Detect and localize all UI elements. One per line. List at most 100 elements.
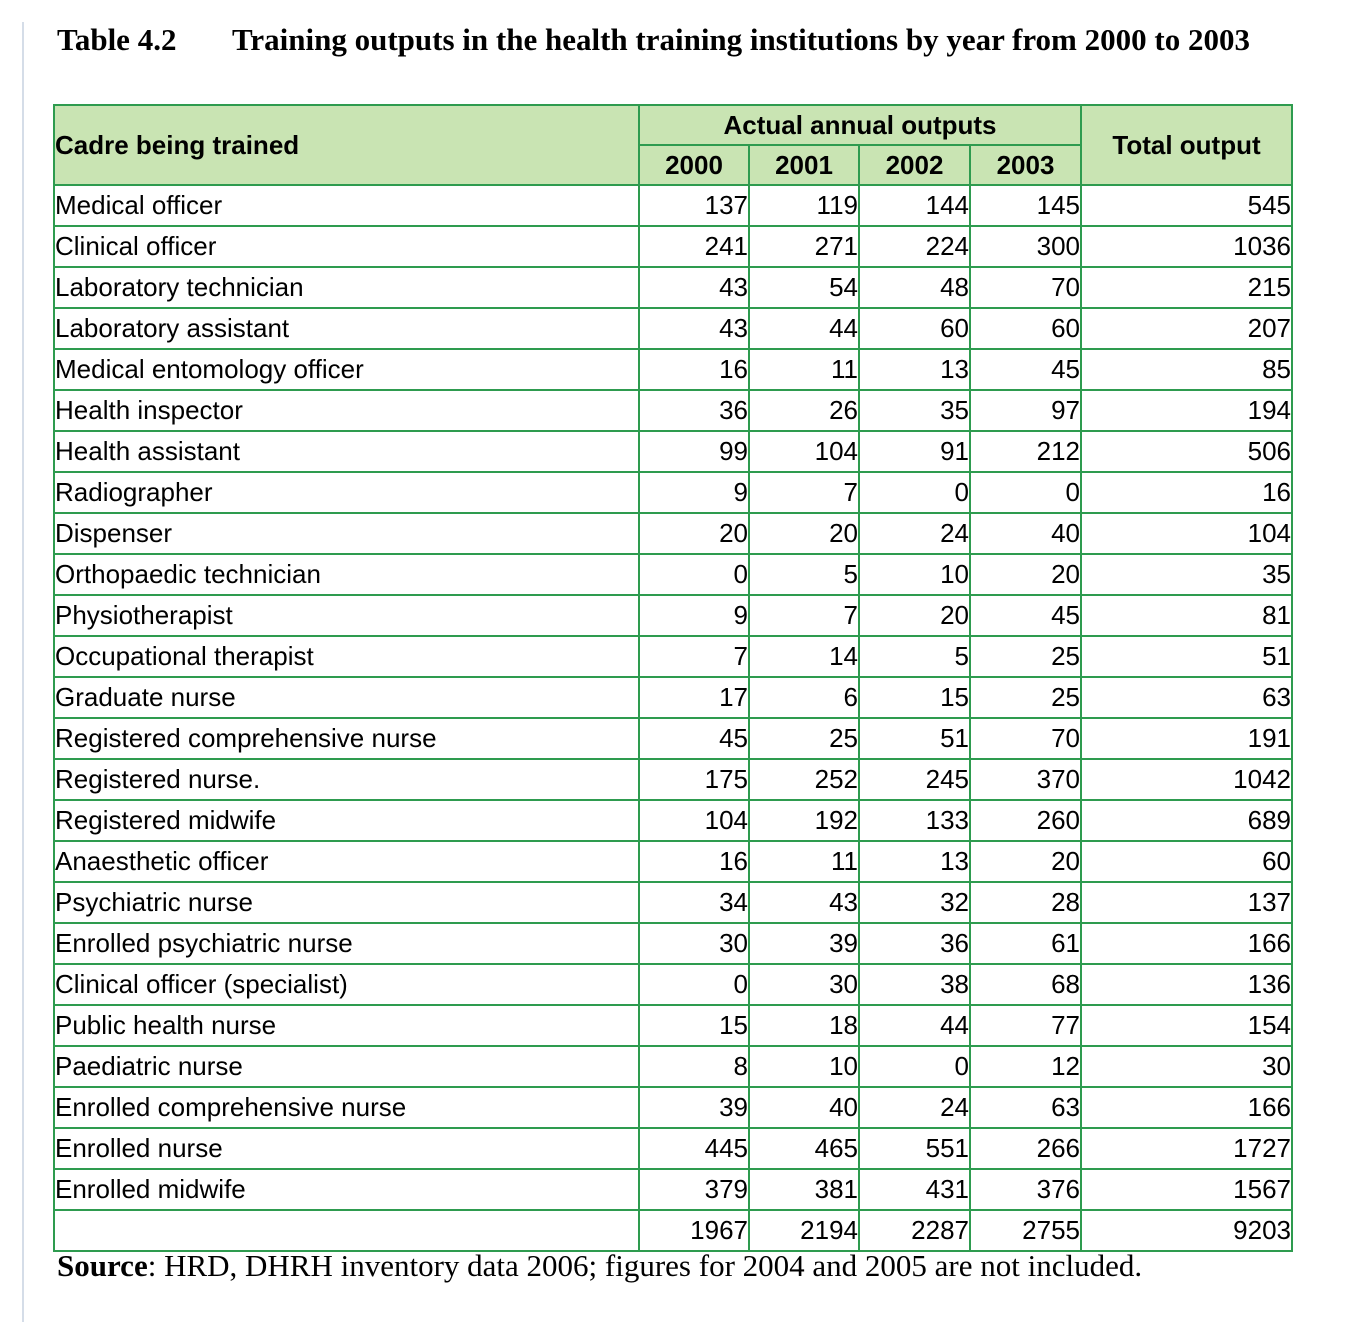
cadre-name-cell: Paediatric nurse	[53, 1045, 640, 1088]
total-output-cell: 1036	[1080, 225, 1293, 268]
output-2002-cell: 24	[858, 512, 971, 555]
output-2002-cell: 551	[858, 1127, 971, 1170]
output-2000-cell: 7	[638, 635, 750, 678]
output-2001-cell: 252	[748, 758, 860, 801]
output-2000-cell: 9	[638, 471, 750, 514]
output-2003-cell: 370	[969, 758, 1082, 801]
table-row: Enrolled nurse 445 465 551 266 1727	[53, 1127, 1293, 1170]
output-2002-cell: 48	[858, 266, 971, 309]
caption-title: Training outputs in the health training …	[232, 22, 1250, 57]
table-row: Public health nurse 15 18 44 77 154	[53, 1004, 1293, 1047]
output-2003-cell: 70	[969, 717, 1082, 760]
table-row: Anaesthetic officer 16 11 13 20 60	[53, 840, 1293, 883]
total-output-cell: 506	[1080, 430, 1293, 473]
output-2000-cell: 104	[638, 799, 750, 842]
total-output-cell: 137	[1080, 881, 1293, 924]
output-2001-cell: 7	[748, 471, 860, 514]
cadre-name-cell: Registered midwife	[53, 799, 640, 842]
year-header-2001: 2001	[748, 144, 860, 186]
output-2003-cell: 97	[969, 389, 1082, 432]
output-2001-cell: 43	[748, 881, 860, 924]
output-2002-cell: 91	[858, 430, 971, 473]
output-2003-cell: 70	[969, 266, 1082, 309]
output-2003-cell: 28	[969, 881, 1082, 924]
cadre-name-cell: Clinical officer	[53, 225, 640, 268]
table-row: Laboratory assistant 43 44 60 60 207	[53, 307, 1293, 350]
table-row: Health assistant 99 104 91 212 506	[53, 430, 1293, 473]
output-2001-cell: 26	[748, 389, 860, 432]
table-row: Enrolled psychiatric nurse 30 39 36 61 166	[53, 922, 1293, 965]
training-outputs-table: Cadre being trained Actual annual output…	[53, 104, 1293, 1252]
total-output-cell: 60	[1080, 840, 1293, 883]
cadre-name-cell	[53, 1209, 640, 1252]
cadre-name-cell: Enrolled midwife	[53, 1168, 640, 1211]
output-2001-cell: 20	[748, 512, 860, 555]
output-2002-cell: 245	[858, 758, 971, 801]
output-2000-cell: 379	[638, 1168, 750, 1211]
output-2001-cell: 119	[748, 184, 860, 227]
total-output-cell: 545	[1080, 184, 1293, 227]
output-2000-cell: 445	[638, 1127, 750, 1170]
total-output-cell: 35	[1080, 553, 1293, 596]
output-2000-cell: 43	[638, 266, 750, 309]
output-2001-cell: 104	[748, 430, 860, 473]
total-output-cell: 1727	[1080, 1127, 1293, 1170]
year-header-2002: 2002	[858, 144, 971, 186]
table-row: Graduate nurse 17 6 15 25 63	[53, 676, 1293, 719]
output-2003-cell: 20	[969, 553, 1082, 596]
total-output-cell: 1567	[1080, 1168, 1293, 1211]
total-output-cell: 85	[1080, 348, 1293, 391]
cadre-name-cell: Public health nurse	[53, 1004, 640, 1047]
output-2002-cell: 224	[858, 225, 971, 268]
output-2003-cell: 61	[969, 922, 1082, 965]
total-output-cell: 9203	[1080, 1209, 1293, 1252]
total-output-cell: 689	[1080, 799, 1293, 842]
table-caption: Table 4.2 Training outputs in the health …	[57, 22, 1354, 58]
cadre-name-cell: Health assistant	[53, 430, 640, 473]
output-2002-cell: 32	[858, 881, 971, 924]
cadre-name-cell: Laboratory technician	[53, 266, 640, 309]
output-2001-cell: 7	[748, 594, 860, 637]
total-output-cell: 207	[1080, 307, 1293, 350]
cadre-name-cell: Enrolled psychiatric nurse	[53, 922, 640, 965]
cadre-name-cell: Radiographer	[53, 471, 640, 514]
source-label: Source	[57, 1248, 148, 1283]
output-2000-cell: 0	[638, 963, 750, 1006]
table-body: Medical officer 137 119 144 145 545 Clinical o…	[53, 184, 1293, 1252]
cadre-name-cell: Clinical officer (specialist)	[53, 963, 640, 1006]
output-2002-cell: 144	[858, 184, 971, 227]
output-2001-cell: 25	[748, 717, 860, 760]
output-2002-cell: 133	[858, 799, 971, 842]
cadre-name-cell: Enrolled nurse	[53, 1127, 640, 1170]
output-2000-cell: 16	[638, 840, 750, 883]
annual-outputs-group-header: Actual annual outputs	[638, 104, 1082, 146]
table-row: Registered nurse. 175 252 245 370 1042	[53, 758, 1293, 801]
cadre-name-cell: Enrolled comprehensive nurse	[53, 1086, 640, 1129]
cadre-name-cell: Orthopaedic technician	[53, 553, 640, 596]
output-2003-cell: 25	[969, 635, 1082, 678]
output-2001-cell: 11	[748, 348, 860, 391]
output-2000-cell: 30	[638, 922, 750, 965]
year-header-2000: 2000	[638, 144, 750, 186]
output-2003-cell: 145	[969, 184, 1082, 227]
output-2000-cell: 43	[638, 307, 750, 350]
output-2003-cell: 60	[969, 307, 1082, 350]
output-2002-cell: 44	[858, 1004, 971, 1047]
output-2001-cell: 14	[748, 635, 860, 678]
output-2002-cell: 38	[858, 963, 971, 1006]
output-2000-cell: 34	[638, 881, 750, 924]
table-row: Registered midwife 104 192 133 260 689	[53, 799, 1293, 842]
output-2003-cell: 45	[969, 594, 1082, 637]
total-output-cell: 194	[1080, 389, 1293, 432]
output-2000-cell: 45	[638, 717, 750, 760]
output-2002-cell: 10	[858, 553, 971, 596]
output-2003-cell: 20	[969, 840, 1082, 883]
output-2002-cell: 0	[858, 471, 971, 514]
table-row: Medical entomology officer 16 11 13 45 85	[53, 348, 1293, 391]
table-row: Dispenser 20 20 24 40 104	[53, 512, 1293, 555]
output-2003-cell: 2755	[969, 1209, 1082, 1252]
cadre-name-cell: Health inspector	[53, 389, 640, 432]
output-2000-cell: 16	[638, 348, 750, 391]
output-2002-cell: 13	[858, 840, 971, 883]
output-2001-cell: 39	[748, 922, 860, 965]
